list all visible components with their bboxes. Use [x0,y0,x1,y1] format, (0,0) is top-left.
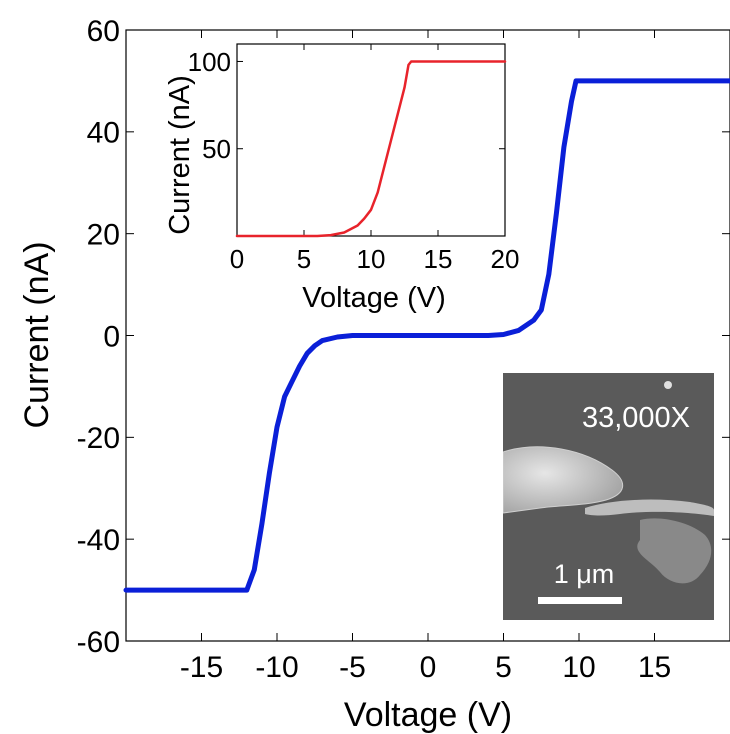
main-x-axis-label: Voltage (V) [344,696,512,734]
sem-magnification-label: 33,000X [582,402,690,434]
main-series-layer [123,78,730,593]
sem-nanowire-tip [503,446,623,514]
sem-debris [637,518,712,584]
inset-x-tick-label: 0 [230,244,244,274]
inset-chart: 0 5 10 15 20 50 100 Voltage (V) Current (nA) [164,43,520,314]
main-y-tick-label: 0 [103,320,120,353]
sem-nanowire [585,499,714,516]
inset-y-tick-label: 100 [188,47,231,77]
main-y-tick-label: -40 [77,524,120,557]
inset-series-layer [235,60,507,238]
main-x-tick-label: 5 [495,651,512,684]
main-y-tick-label: -20 [77,422,120,455]
sem-micrograph: 33,000X 1 μm [503,373,714,620]
inset-tick-labels: 0 5 10 15 20 50 100 [188,47,520,274]
main-series-line-0 [123,78,730,593]
main-y-axis-label: Current (nA) [18,241,56,428]
main-x-tick-label: -10 [255,651,298,684]
inset-x-axis-label: Voltage (V) [302,282,445,314]
inset-plot-frame [236,43,506,237]
inset-x-tick-label: 20 [491,244,520,274]
sem-scale-bar-label: 1 μm [554,559,615,589]
inset-x-tick-label: 5 [297,244,311,274]
inset-x-tick-label: 15 [424,244,453,274]
main-x-tick-label: -15 [180,651,223,684]
main-x-tick-label: -5 [339,651,366,684]
sem-scale-bar [538,597,622,604]
main-axis-ticks [126,29,730,642]
main-x-tick-label: 15 [638,651,671,684]
main-tick-labels: -15 -10 -5 0 5 10 15 -60 -40 -20 0 20 40 60 [77,15,672,684]
main-y-tick-label: 40 [87,117,120,150]
inset-x-tick-label: 10 [357,244,386,274]
inset-y-axis-label: Current (nA) [164,75,196,235]
inset-series-line-0 [235,60,507,238]
sem-particle [664,381,672,389]
main-y-tick-label: -60 [77,626,120,659]
main-x-tick-label: 0 [420,651,437,684]
main-y-tick-label: 60 [87,15,120,48]
main-y-tick-label: 20 [87,218,120,251]
inset-y-tick-label: 50 [202,134,231,164]
main-x-tick-label: 10 [562,651,595,684]
